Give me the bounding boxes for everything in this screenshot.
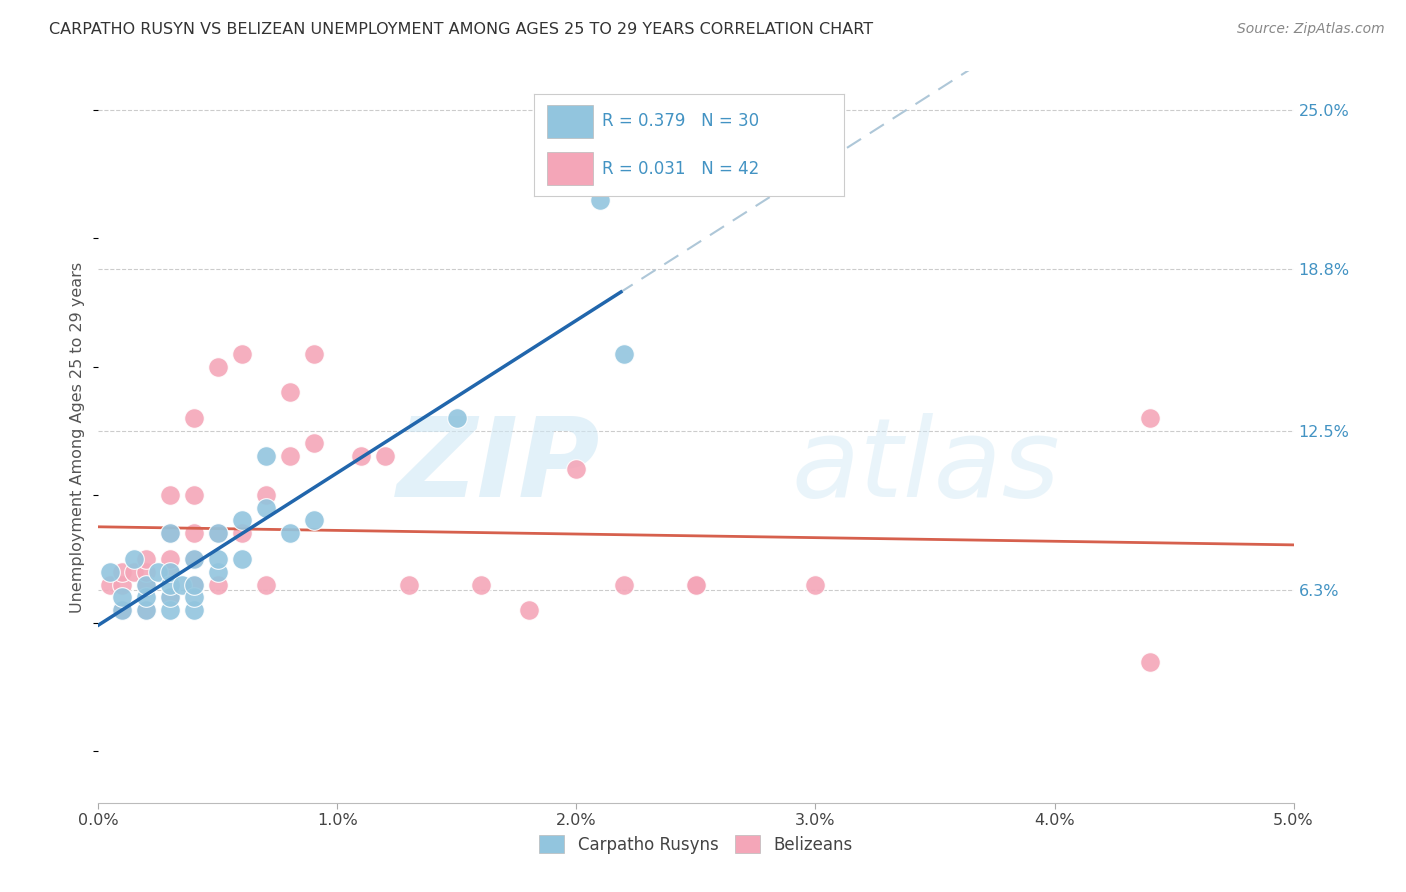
Point	[183, 577, 205, 591]
Text: Source: ZipAtlas.com: Source: ZipAtlas.com	[1237, 22, 1385, 37]
Point	[98, 577, 122, 591]
Point	[207, 526, 229, 541]
Point	[231, 514, 253, 528]
Point	[98, 565, 122, 579]
Point	[183, 552, 205, 566]
Y-axis label: Unemployment Among Ages 25 to 29 years: Unemployment Among Ages 25 to 29 years	[70, 261, 86, 613]
Point	[159, 577, 181, 591]
Point	[207, 577, 229, 591]
Point	[159, 552, 181, 566]
Point	[183, 603, 205, 617]
Point	[183, 552, 205, 566]
Point	[111, 577, 134, 591]
Point	[207, 552, 229, 566]
Point	[207, 359, 229, 374]
Point	[111, 603, 134, 617]
Point	[148, 565, 170, 579]
Point	[350, 450, 373, 464]
Point	[159, 565, 181, 579]
Point	[159, 565, 181, 579]
Point	[159, 488, 181, 502]
Point	[135, 577, 157, 591]
Point	[159, 591, 181, 605]
Point	[254, 488, 277, 502]
Point	[231, 526, 253, 541]
Point	[124, 552, 146, 566]
Point	[172, 577, 194, 591]
Point	[685, 577, 707, 591]
Point	[159, 526, 181, 541]
Point	[398, 577, 420, 591]
Point	[685, 577, 707, 591]
Text: CARPATHO RUSYN VS BELIZEAN UNEMPLOYMENT AMONG AGES 25 TO 29 YEARS CORRELATION CH: CARPATHO RUSYN VS BELIZEAN UNEMPLOYMENT …	[49, 22, 873, 37]
Point	[135, 577, 157, 591]
Point	[159, 603, 181, 617]
Point	[254, 577, 277, 591]
Point	[302, 436, 325, 450]
Point	[135, 591, 157, 605]
Point	[374, 450, 396, 464]
Text: atlas: atlas	[792, 413, 1060, 520]
Point	[111, 591, 134, 605]
Point	[302, 346, 325, 360]
Point	[470, 577, 492, 591]
Point	[613, 577, 636, 591]
Point	[1139, 410, 1161, 425]
Point	[254, 500, 277, 515]
Point	[231, 552, 253, 566]
Point	[183, 410, 205, 425]
Point	[135, 603, 157, 617]
FancyBboxPatch shape	[547, 105, 593, 137]
Point	[446, 410, 468, 425]
Point	[565, 462, 588, 476]
Point	[111, 603, 134, 617]
Point	[183, 591, 205, 605]
Point	[135, 603, 157, 617]
Point	[183, 526, 205, 541]
Point	[278, 450, 301, 464]
Point	[183, 488, 205, 502]
Point	[135, 565, 157, 579]
Text: ZIP: ZIP	[396, 413, 600, 520]
Point	[589, 193, 612, 207]
Point	[804, 577, 827, 591]
Point	[254, 450, 277, 464]
Point	[124, 565, 146, 579]
Point	[111, 565, 134, 579]
Text: R = 0.031   N = 42: R = 0.031 N = 42	[602, 160, 759, 178]
Point	[278, 526, 301, 541]
Text: R = 0.379   N = 30: R = 0.379 N = 30	[602, 112, 759, 130]
Point	[207, 565, 229, 579]
FancyBboxPatch shape	[547, 153, 593, 185]
Point	[183, 577, 205, 591]
Point	[207, 526, 229, 541]
Point	[613, 346, 636, 360]
Point	[1139, 655, 1161, 669]
Legend: Carpatho Rusyns, Belizeans: Carpatho Rusyns, Belizeans	[533, 829, 859, 860]
Point	[135, 552, 157, 566]
Point	[159, 526, 181, 541]
Point	[231, 346, 253, 360]
Point	[517, 603, 540, 617]
Point	[159, 591, 181, 605]
Point	[302, 514, 325, 528]
Point	[278, 385, 301, 400]
